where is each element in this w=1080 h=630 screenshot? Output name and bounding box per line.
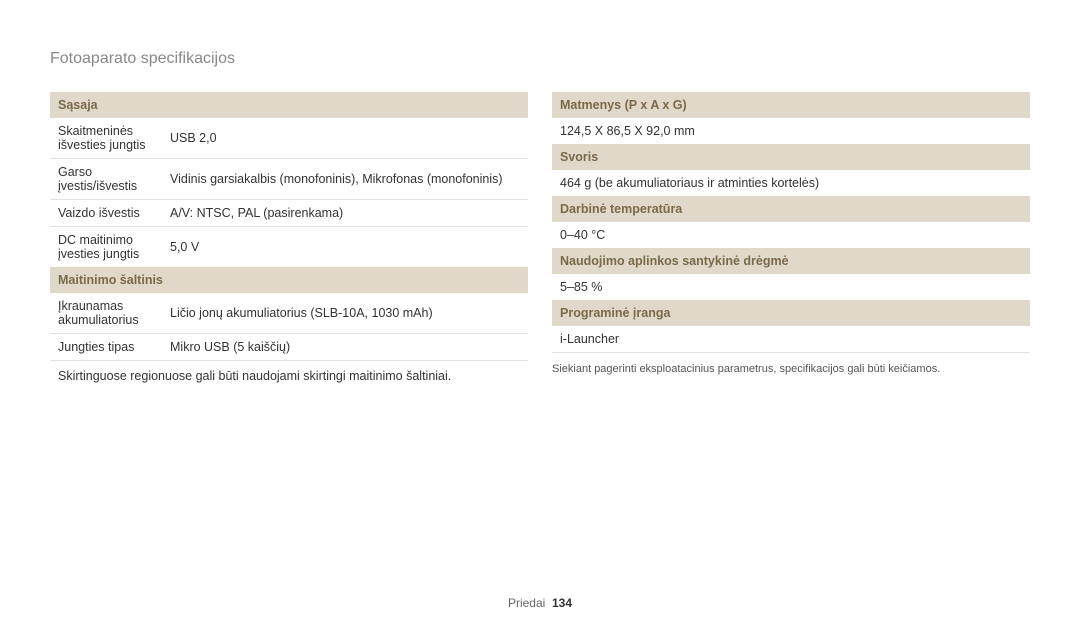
cell-label: Vaizdo išvestis [58, 206, 170, 220]
disclaimer-note: Siekiant pagerinti eksploatacinius param… [552, 353, 1030, 375]
table-row: DC maitinimo įvesties jungtis 5,0 V [50, 227, 528, 267]
cell-value: Mikro USB (5 kaiščių) [170, 340, 520, 354]
section-header-dimensions: Matmenys (P x A x G) [552, 92, 1030, 118]
section-header-power: Maitinimo šaltinis [50, 267, 528, 293]
cell-value: Ličio jonų akumuliatorius (SLB-10A, 1030… [170, 306, 520, 320]
right-column: Matmenys (P x A x G) 124,5 X 86,5 X 92,0… [552, 92, 1030, 383]
cell-value: A/V: NTSC, PAL (pasirenkama) [170, 206, 520, 220]
table-row: Įkraunamas akumuliatorius Ličio jonų aku… [50, 293, 528, 334]
cell-value: USB 2,0 [170, 131, 520, 145]
cell-label: Įkraunamas akumuliatorius [58, 299, 170, 327]
spec-value: 464 g (be akumuliatoriaus ir atminties k… [552, 170, 1030, 196]
columns: Sąsaja Skaitmeninės išvesties jungtis US… [50, 92, 1030, 383]
section-header-software: Programinė įranga [552, 300, 1030, 326]
page-footer: Priedai 134 [0, 596, 1080, 610]
table-row: Vaizdo išvestis A/V: NTSC, PAL (pasirenk… [50, 200, 528, 227]
cell-label: DC maitinimo įvesties jungtis [58, 233, 170, 261]
table-row: Skaitmeninės išvesties jungtis USB 2,0 [50, 118, 528, 159]
cell-value: 5,0 V [170, 240, 520, 254]
spec-value: 0–40 °C [552, 222, 1030, 248]
cell-label: Jungties tipas [58, 340, 170, 354]
footer-section: Priedai [508, 596, 545, 610]
page-title: Fotoaparato specifikacijos [50, 50, 1030, 68]
page-number: 134 [552, 596, 572, 610]
section-header-temp: Darbinė temperatūra [552, 196, 1030, 222]
cell-label: Skaitmeninės išvesties jungtis [58, 124, 170, 152]
left-column: Sąsaja Skaitmeninės išvesties jungtis US… [50, 92, 528, 383]
cell-label: Garso įvestis/išvestis [58, 165, 170, 193]
table-row: Jungties tipas Mikro USB (5 kaiščių) [50, 334, 528, 361]
region-note: Skirtinguose regionuose gali būti naudoj… [50, 361, 528, 383]
cell-value: Vidinis garsiakalbis (monofoninis), Mikr… [170, 172, 520, 186]
section-header-interface: Sąsaja [50, 92, 528, 118]
spec-value: 5–85 % [552, 274, 1030, 300]
table-row: Garso įvestis/išvestis Vidinis garsiakal… [50, 159, 528, 200]
section-header-weight: Svoris [552, 144, 1030, 170]
spec-value: 124,5 X 86,5 X 92,0 mm [552, 118, 1030, 144]
spec-value: i-Launcher [552, 326, 1030, 353]
section-header-humidity: Naudojimo aplinkos santykinė drėgmė [552, 248, 1030, 274]
